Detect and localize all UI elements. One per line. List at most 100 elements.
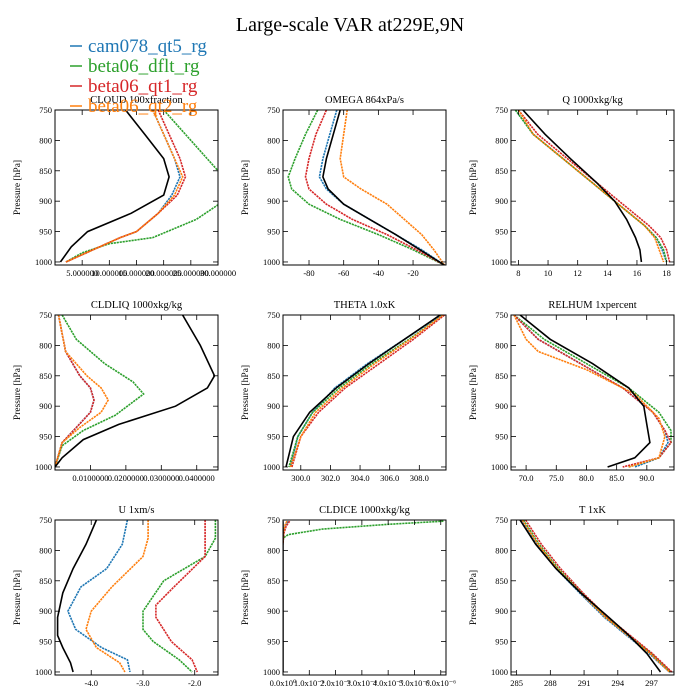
- y-tick-label: 800: [495, 545, 508, 555]
- x-tick-label: 30.000000: [200, 268, 236, 278]
- y-tick-label: 750: [267, 310, 280, 320]
- series-line-beta06_dflt_rg: [287, 110, 445, 265]
- x-tick-label: 14: [603, 268, 612, 278]
- y-tick-label: 800: [267, 340, 280, 350]
- y-tick-label: 900: [495, 196, 508, 206]
- series-line-cam078_qt5_rg: [289, 315, 443, 468]
- y-tick-label: 850: [267, 576, 280, 586]
- plot-frame: [54, 109, 219, 266]
- series-line-black: [285, 315, 441, 468]
- x-tick-label: 0.0100000: [72, 473, 108, 483]
- chart-panel-2: OMEGA 864xPa/s Pressure [hPa] 750 800 850 900…: [241, 95, 447, 278]
- x-tick-label: -4.0: [84, 678, 97, 688]
- panel-title: Q 1000xkg/kg: [562, 95, 623, 106]
- y-axis-label: Pressure [hPa]: [241, 365, 251, 420]
- y-axis-label: Pressure [hPa]: [13, 365, 23, 420]
- x-tick-label: 15.000000: [118, 268, 154, 278]
- series-line-cam078_qt5_rg: [67, 520, 131, 673]
- x-tick-label: 0.0x10⁰: [270, 678, 297, 688]
- y-tick-label: 950: [495, 227, 508, 237]
- chart-panel-7: U 1xm/s Pressure [hPa] 750 800 850 900 950 1000…: [13, 505, 219, 688]
- plot-frame: [54, 314, 219, 471]
- y-tick-label: 800: [495, 340, 508, 350]
- x-tick-label: 0.0400000: [179, 473, 215, 483]
- series-line-beta06_qt1_rg: [65, 110, 187, 263]
- series-line-beta06_dflt_rg: [514, 110, 668, 263]
- panel-title: T 1xK: [579, 505, 606, 516]
- y-tick-label: 850: [267, 166, 280, 176]
- y-axis-label: Pressure [hPa]: [469, 160, 479, 215]
- y-axis-label: Pressure [hPa]: [13, 570, 23, 625]
- x-tick-label: -80: [303, 268, 314, 278]
- y-tick-label: 850: [495, 371, 508, 381]
- x-tick-label: 10.000000: [91, 268, 127, 278]
- legend: cam078_qt5_rgbeta06_dflt_rgbeta06_qt1_rg…: [70, 36, 207, 117]
- legend-entry-beta06_qt1_rg: beta06_qt1_rg: [88, 76, 198, 97]
- y-tick-label: 750: [495, 310, 508, 320]
- y-tick-label: 1000: [35, 667, 52, 677]
- x-tick-label: 10: [544, 268, 553, 278]
- y-axis-label: Pressure [hPa]: [241, 160, 251, 215]
- y-tick-label: 850: [267, 371, 280, 381]
- x-tick-label: 294: [611, 678, 625, 688]
- y-tick-label: 950: [495, 637, 508, 647]
- series-line-beta06_qt1_rg: [304, 110, 445, 265]
- chart-panel-6: RELHUM 1xpercent Pressure [hPa] 750 800 850 9…: [469, 300, 675, 483]
- x-tick-label: 5.000000: [66, 268, 98, 278]
- x-tick-label: -2.0: [188, 678, 201, 688]
- series-line-beta06_qt1_rg: [55, 315, 95, 468]
- x-tick-label: 85.0: [609, 473, 624, 483]
- x-tick-label: 90.0: [639, 473, 654, 483]
- series-line-black: [55, 315, 216, 468]
- x-tick-label: 302.0: [321, 473, 340, 483]
- y-tick-label: 900: [495, 606, 508, 616]
- series-line-cam078_qt5_rg: [318, 110, 445, 265]
- y-axis-label: Pressure [hPa]: [469, 365, 479, 420]
- x-tick-label: 300.0: [291, 473, 310, 483]
- panel-title: CLOUD 100xfraction: [90, 95, 183, 106]
- x-tick-label: 8: [516, 268, 520, 278]
- series-line-beta06_qt2_rg: [55, 315, 110, 468]
- chart-panel-4: CLDLIQ 1000xkg/kg Pressure [hPa] 750 800 850…: [13, 300, 219, 483]
- series-group: [59, 110, 218, 263]
- x-tick-label: 6.0x10⁻⁶: [425, 678, 456, 688]
- y-tick-label: 900: [267, 196, 280, 206]
- series-line-beta06_qt2_rg: [513, 315, 666, 468]
- y-tick-label: 1000: [35, 462, 52, 472]
- plot-frame: [510, 519, 675, 676]
- y-tick-label: 950: [39, 227, 52, 237]
- x-tick-label: 80.0: [579, 473, 594, 483]
- legend-entry-beta06_qt2_rg: beta06_qt2_rg: [88, 96, 198, 117]
- chart-panel-8: CLDICE 1000xkg/kg Pressure [hPa] 750 800 850…: [241, 505, 456, 688]
- series-line-beta06_qt2_rg: [85, 520, 149, 673]
- x-tick-label: 288: [544, 678, 557, 688]
- y-tick-label: 950: [267, 432, 280, 442]
- x-tick-label: 0.0300000: [143, 473, 179, 483]
- series-line-beta06_qt2_rg: [517, 110, 665, 263]
- figure-title: Large-scale VAR at229E,9N: [236, 14, 464, 36]
- series-group: [287, 110, 445, 265]
- series-line-black: [59, 110, 170, 263]
- y-tick-label: 1000: [491, 462, 508, 472]
- y-tick-label: 850: [39, 166, 52, 176]
- y-tick-label: 950: [495, 432, 508, 442]
- x-tick-label: 285: [510, 678, 523, 688]
- x-tick-label: 16: [633, 268, 642, 278]
- x-tick-label: 12: [573, 268, 582, 278]
- series-line-cam078_qt5_rg: [514, 110, 668, 263]
- x-tick-label: -60: [338, 268, 349, 278]
- series-line-beta06_qt1_rg: [524, 520, 673, 673]
- x-tick-label: 25.000000: [173, 268, 209, 278]
- y-tick-label: 900: [267, 401, 280, 411]
- series-group: [514, 110, 671, 263]
- series-group: [285, 315, 445, 468]
- plot-frame: [282, 109, 447, 266]
- series-line-beta06_dflt_rg: [513, 315, 672, 468]
- series-line-beta06_dflt_rg: [65, 110, 218, 263]
- panel-title: CLDICE 1000xkg/kg: [319, 505, 410, 516]
- y-axis-label: Pressure [hPa]: [469, 570, 479, 625]
- plot-frame: [54, 519, 219, 676]
- y-tick-label: 950: [267, 227, 280, 237]
- y-tick-label: 1000: [263, 462, 280, 472]
